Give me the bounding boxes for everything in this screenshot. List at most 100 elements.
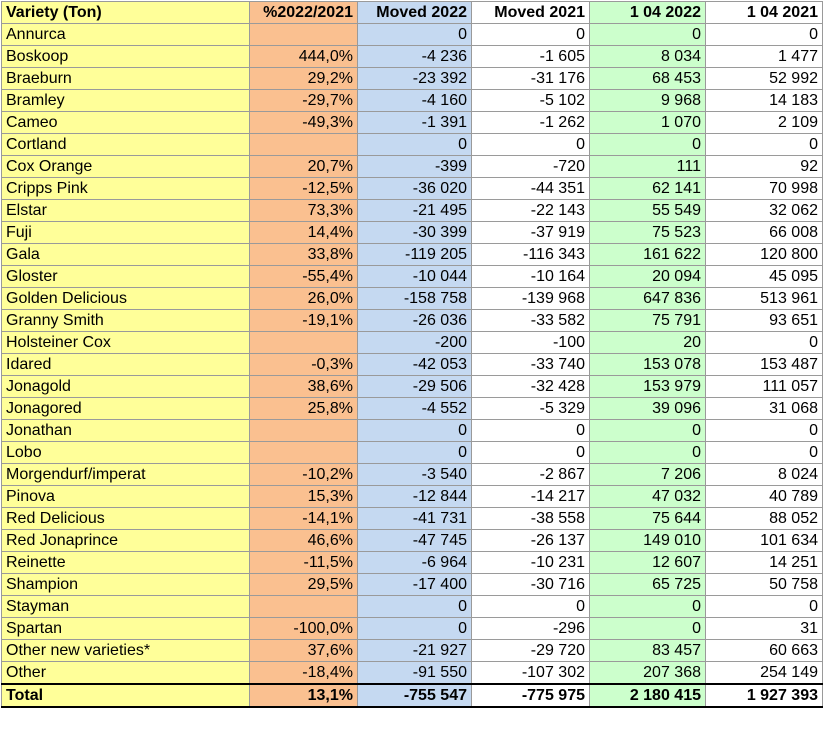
cell-change-pct[interactable]: -11,5% (249, 551, 358, 574)
cell-change-pct[interactable]: 25,8% (249, 397, 358, 420)
cell-stock-2021[interactable]: 88 052 (705, 507, 823, 530)
cell-moved-2022[interactable]: -4 160 (357, 89, 472, 112)
cell-variety-name[interactable]: Red Jonaprince (1, 529, 250, 552)
cell-stock-2022[interactable]: 55 549 (589, 199, 706, 222)
cell-change-pct[interactable]: -0,3% (249, 353, 358, 376)
cell-variety-name[interactable]: Braeburn (1, 67, 250, 90)
cell-stock-2021[interactable]: 60 663 (705, 639, 823, 662)
cell-moved-2021[interactable]: -37 919 (471, 221, 590, 244)
cell-moved-2021[interactable]: 0 (471, 595, 590, 618)
cell-variety-name[interactable]: Other (1, 661, 250, 685)
cell-moved-2021[interactable]: -44 351 (471, 177, 590, 200)
cell-stock-2021[interactable]: 153 487 (705, 353, 823, 376)
cell-change-pct[interactable]: -18,4% (249, 661, 358, 685)
cell-moved-2021[interactable]: -33 582 (471, 309, 590, 332)
cell-stock-2021[interactable]: 50 758 (705, 573, 823, 596)
cell-stock-2022[interactable]: 75 791 (589, 309, 706, 332)
cell-variety-name[interactable]: Spartan (1, 617, 250, 640)
cell-change-pct[interactable]: -10,2% (249, 463, 358, 486)
cell-moved-2022[interactable]: -42 053 (357, 353, 472, 376)
cell-moved-2021[interactable]: 0 (471, 133, 590, 156)
cell-stock-2022[interactable]: 8 034 (589, 45, 706, 68)
cell-change-pct[interactable]: 14,4% (249, 221, 358, 244)
cell-moved-2022[interactable]: -26 036 (357, 309, 472, 332)
cell-variety-name[interactable]: Idared (1, 353, 250, 376)
cell-change-pct[interactable] (249, 595, 358, 618)
cell-moved-2021[interactable]: -139 968 (471, 287, 590, 310)
cell-variety-name[interactable]: Red Delicious (1, 507, 250, 530)
total-moved-2021[interactable]: -775 975 (471, 683, 590, 708)
cell-change-pct[interactable] (249, 419, 358, 442)
cell-stock-2022[interactable]: 83 457 (589, 639, 706, 662)
cell-moved-2021[interactable]: -2 867 (471, 463, 590, 486)
cell-moved-2022[interactable]: -21 927 (357, 639, 472, 662)
cell-moved-2021[interactable]: -296 (471, 617, 590, 640)
cell-moved-2022[interactable]: -6 964 (357, 551, 472, 574)
cell-moved-2021[interactable]: -30 716 (471, 573, 590, 596)
cell-stock-2022[interactable]: 47 032 (589, 485, 706, 508)
cell-moved-2021[interactable]: 0 (471, 23, 590, 46)
cell-moved-2021[interactable]: -38 558 (471, 507, 590, 530)
header-stock-2021[interactable]: 1 04 2021 (705, 1, 823, 24)
cell-moved-2022[interactable]: -1 391 (357, 111, 472, 134)
cell-stock-2021[interactable]: 92 (705, 155, 823, 178)
cell-variety-name[interactable]: Boskoop (1, 45, 250, 68)
cell-stock-2021[interactable]: 45 095 (705, 265, 823, 288)
cell-variety-name[interactable]: Fuji (1, 221, 250, 244)
cell-moved-2021[interactable]: -10 231 (471, 551, 590, 574)
cell-stock-2021[interactable]: 0 (705, 441, 823, 464)
cell-moved-2021[interactable]: -32 428 (471, 375, 590, 398)
cell-variety-name[interactable]: Annurca (1, 23, 250, 46)
cell-stock-2022[interactable]: 161 622 (589, 243, 706, 266)
cell-moved-2022[interactable]: -36 020 (357, 177, 472, 200)
cell-stock-2022[interactable]: 149 010 (589, 529, 706, 552)
cell-moved-2022[interactable]: -21 495 (357, 199, 472, 222)
cell-change-pct[interactable]: -29,7% (249, 89, 358, 112)
cell-stock-2022[interactable]: 207 368 (589, 661, 706, 685)
cell-stock-2021[interactable]: 52 992 (705, 67, 823, 90)
cell-stock-2021[interactable]: 2 109 (705, 111, 823, 134)
cell-variety-name[interactable]: Morgendurf/imperat (1, 463, 250, 486)
cell-stock-2022[interactable]: 0 (589, 419, 706, 442)
cell-change-pct[interactable]: -19,1% (249, 309, 358, 332)
cell-variety-name[interactable]: Reinette (1, 551, 250, 574)
header-change-pct[interactable]: %2022/2021 (249, 1, 358, 24)
cell-stock-2021[interactable]: 93 651 (705, 309, 823, 332)
cell-stock-2022[interactable]: 0 (589, 441, 706, 464)
cell-stock-2021[interactable]: 0 (705, 133, 823, 156)
cell-moved-2021[interactable]: -5 102 (471, 89, 590, 112)
cell-variety-name[interactable]: Holsteiner Cox (1, 331, 250, 354)
header-moved-2021[interactable]: Moved 2021 (471, 1, 590, 24)
cell-stock-2022[interactable]: 1 070 (589, 111, 706, 134)
cell-stock-2021[interactable]: 0 (705, 419, 823, 442)
cell-stock-2021[interactable]: 0 (705, 331, 823, 354)
cell-stock-2021[interactable]: 1 477 (705, 45, 823, 68)
cell-change-pct[interactable]: 29,5% (249, 573, 358, 596)
cell-variety-name[interactable]: Cox Orange (1, 155, 250, 178)
cell-stock-2021[interactable]: 254 149 (705, 661, 823, 685)
cell-moved-2022[interactable]: -200 (357, 331, 472, 354)
cell-moved-2022[interactable]: -41 731 (357, 507, 472, 530)
cell-moved-2022[interactable]: 0 (357, 419, 472, 442)
cell-moved-2021[interactable]: -107 302 (471, 661, 590, 685)
cell-stock-2021[interactable]: 0 (705, 595, 823, 618)
cell-moved-2022[interactable]: -17 400 (357, 573, 472, 596)
cell-change-pct[interactable]: 37,6% (249, 639, 358, 662)
cell-moved-2021[interactable]: -100 (471, 331, 590, 354)
cell-moved-2022[interactable]: -91 550 (357, 661, 472, 685)
cell-moved-2021[interactable]: -31 176 (471, 67, 590, 90)
cell-moved-2021[interactable]: -22 143 (471, 199, 590, 222)
cell-moved-2022[interactable]: -29 506 (357, 375, 472, 398)
header-variety[interactable]: Variety (Ton) (1, 1, 250, 24)
cell-stock-2022[interactable]: 68 453 (589, 67, 706, 90)
cell-moved-2022[interactable]: -30 399 (357, 221, 472, 244)
cell-stock-2021[interactable]: 0 (705, 23, 823, 46)
cell-variety-name[interactable]: Cripps Pink (1, 177, 250, 200)
cell-stock-2021[interactable]: 40 789 (705, 485, 823, 508)
cell-variety-name[interactable]: Golden Delicious (1, 287, 250, 310)
cell-stock-2022[interactable]: 75 523 (589, 221, 706, 244)
cell-moved-2022[interactable]: -23 392 (357, 67, 472, 90)
cell-variety-name[interactable]: Shampion (1, 573, 250, 596)
cell-stock-2021[interactable]: 14 183 (705, 89, 823, 112)
cell-moved-2022[interactable]: -12 844 (357, 485, 472, 508)
